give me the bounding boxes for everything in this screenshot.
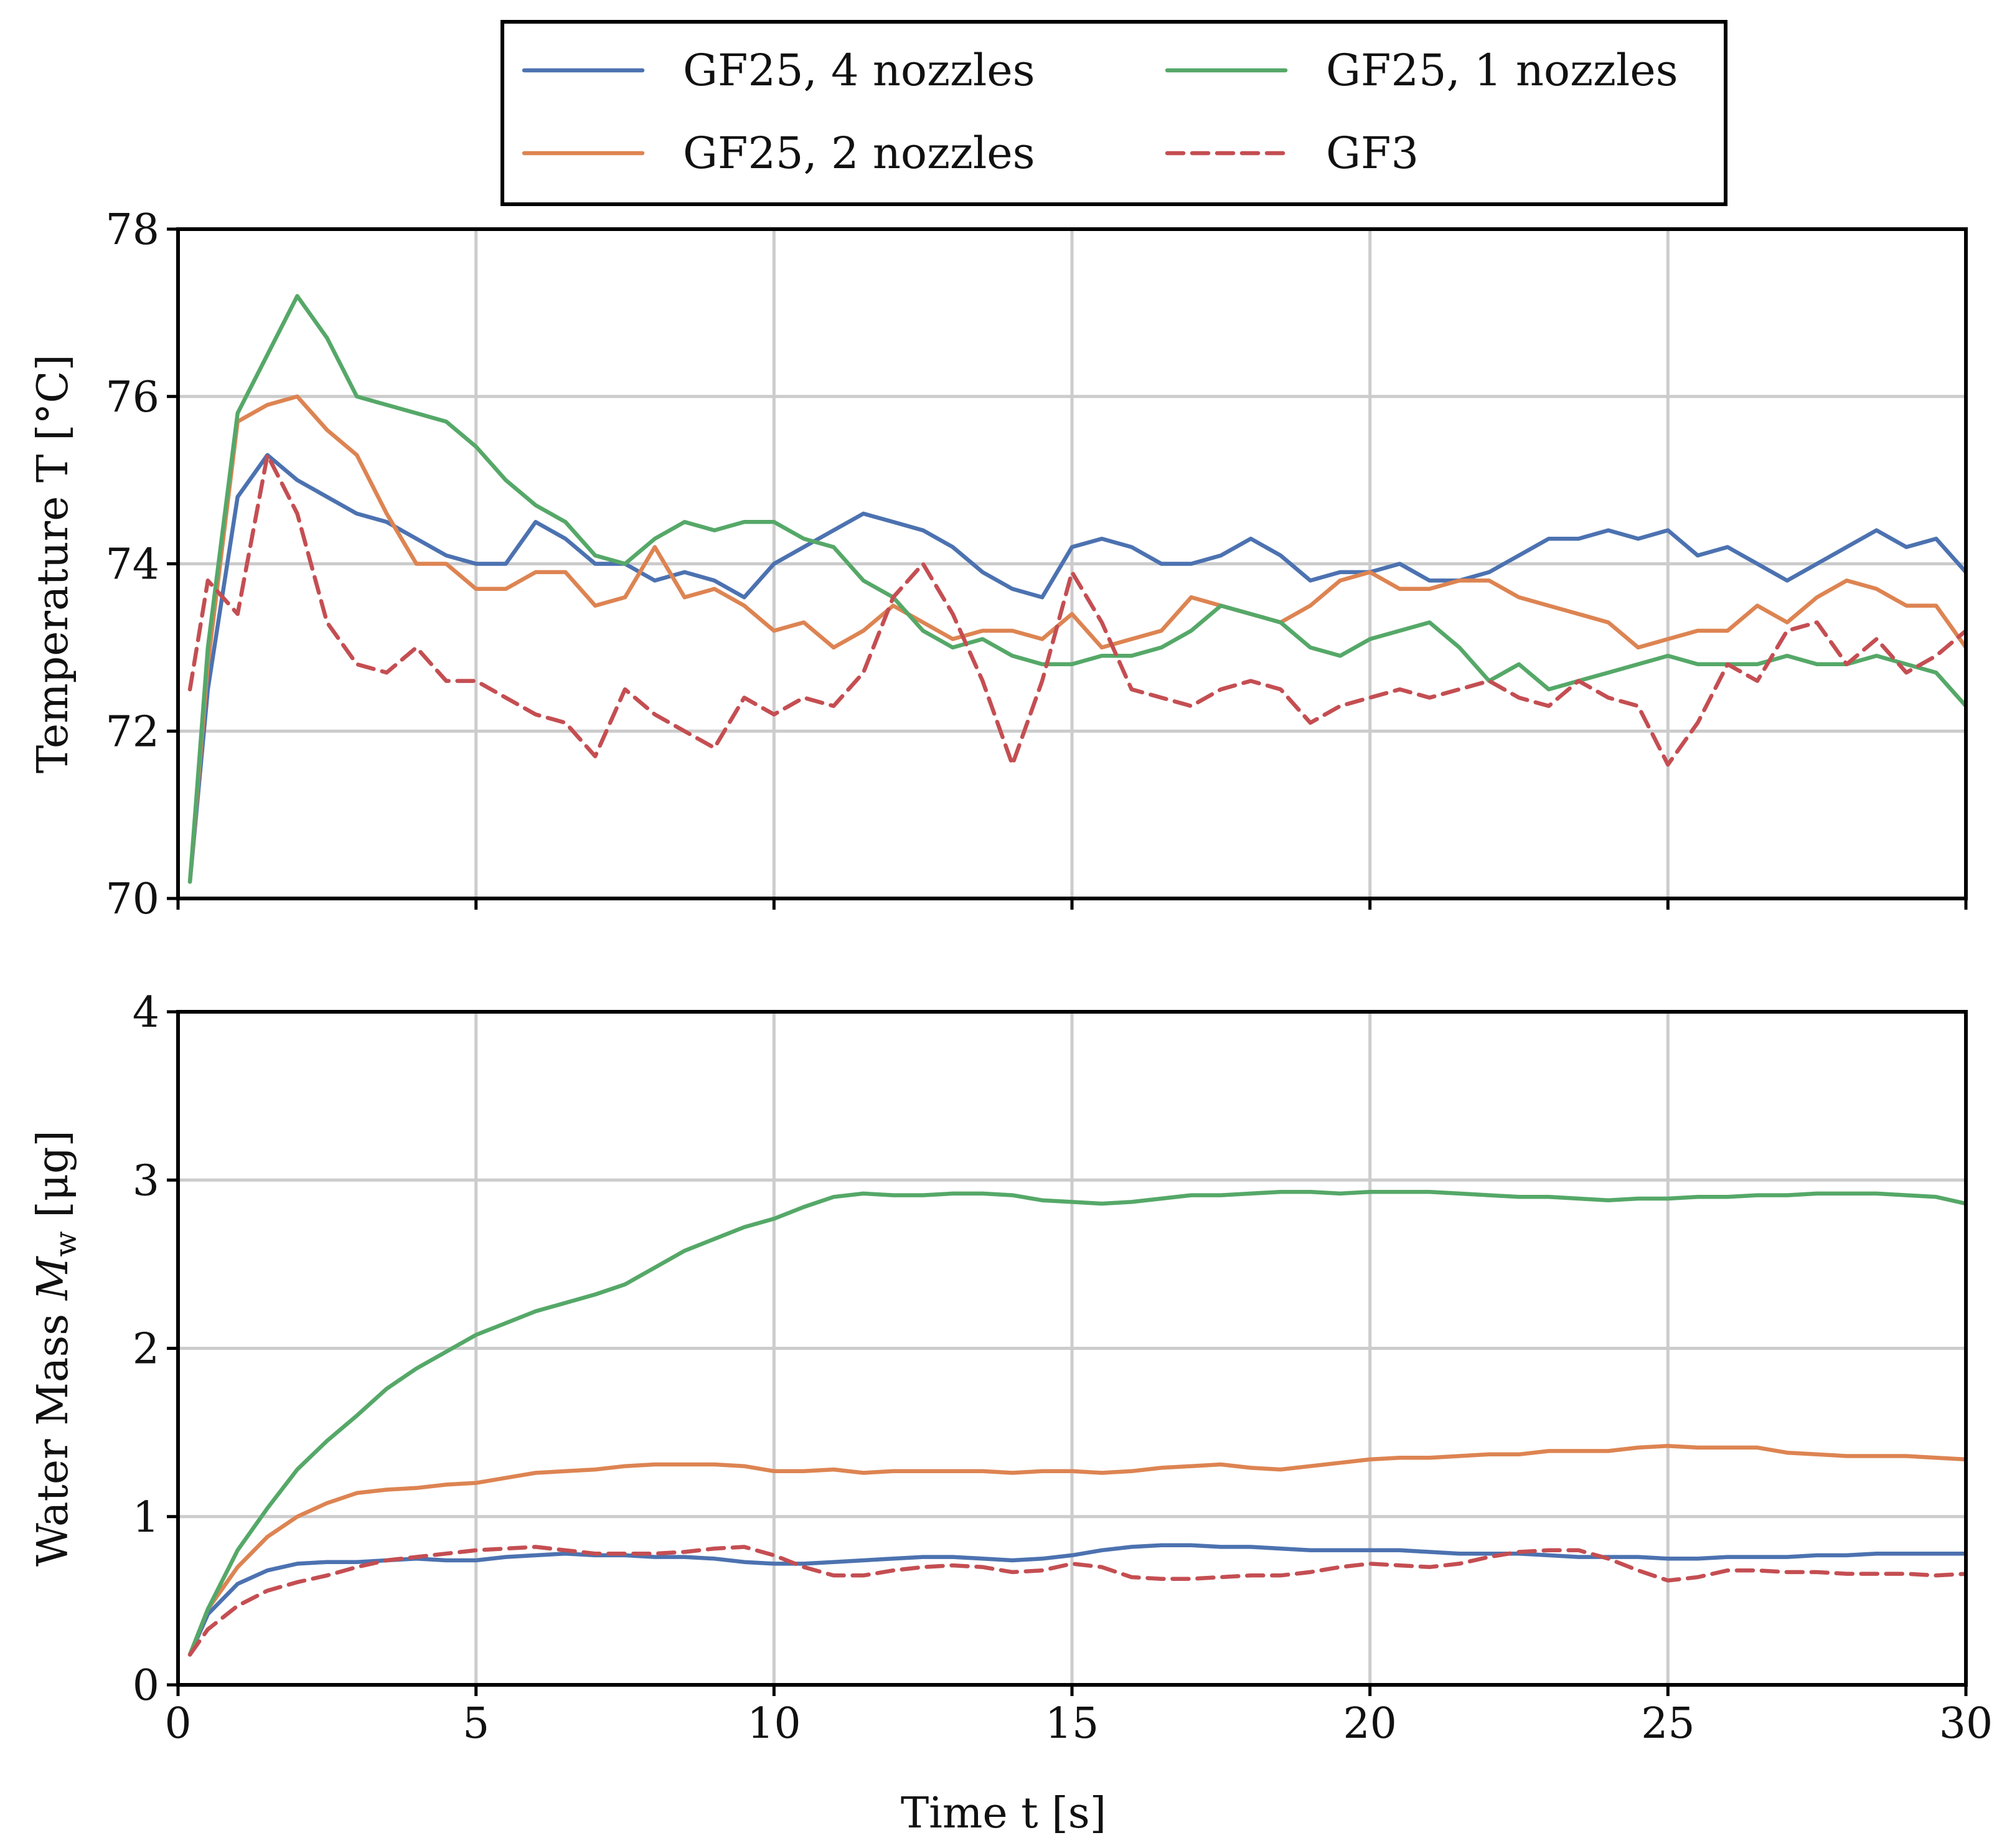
temp-series-group bbox=[187, 294, 1966, 884]
legend-label-gf25-2-nozzles: GF25, 2 nozzles bbox=[683, 128, 1035, 179]
mass-line-gf25-1-nozzles bbox=[187, 1189, 1966, 1657]
temp-line-gf25-1-nozzles bbox=[187, 294, 1966, 884]
mass-ytick-label-1: 1 bbox=[133, 1493, 159, 1542]
temp-y-axis-label: Temperature T [°C] bbox=[29, 354, 78, 773]
mass-series-group bbox=[187, 1189, 1966, 1657]
legend-label-gf25-1-nozzles: GF25, 1 nozzles bbox=[1326, 45, 1678, 96]
mass-line-gf3 bbox=[187, 1545, 1966, 1657]
mass-line-gf25-4-nozzles bbox=[187, 1543, 1966, 1657]
temp-ytick-label-74: 74 bbox=[105, 540, 159, 590]
temp-line-gf25-2-nozzles bbox=[187, 394, 1966, 884]
mass-xtick-label-25: 25 bbox=[1641, 1699, 1695, 1748]
legend-box bbox=[501, 20, 1727, 206]
temp-ytick-label-76: 76 bbox=[105, 373, 159, 422]
temperature-plot: 70 72 74 76 78 Temperature T [°C] bbox=[29, 205, 1968, 924]
temp-line-gf25-4-nozzles bbox=[187, 453, 1966, 884]
mass-ytick-label-2: 2 bbox=[133, 1325, 159, 1374]
mass-ytick-label-0: 0 bbox=[133, 1661, 159, 1710]
x-axis-label: Time t [s] bbox=[901, 1789, 1106, 1838]
mass-y-axis-label: Water Mass Mw [μg] bbox=[29, 1130, 83, 1567]
temp-ytick-label-78: 78 bbox=[105, 205, 159, 255]
temp-ytick-label-72: 72 bbox=[105, 707, 159, 757]
mass-xtick-label-10: 10 bbox=[747, 1699, 801, 1748]
temp-ytick-label-70: 70 bbox=[105, 875, 159, 924]
mass-xtick-label-15: 15 bbox=[1045, 1699, 1099, 1748]
legend-label-gf3: GF3 bbox=[1326, 128, 1419, 179]
water-mass-plot: 0 5 10 15 20 25 30 0 1 2 3 4 Water Mass Mw [μg] bbox=[29, 988, 1993, 1748]
mass-xtick-label-5: 5 bbox=[463, 1699, 489, 1748]
mass-line-gf25-2-nozzles bbox=[187, 1443, 1966, 1657]
mass-xtick-label-30: 30 bbox=[1939, 1699, 1993, 1748]
legend: GF25, 4 nozzles GF25, 1 nozzles GF25, 2 … bbox=[501, 20, 1727, 206]
temp-line-gf3 bbox=[187, 453, 1966, 767]
mass-xtick-label-0: 0 bbox=[164, 1699, 191, 1748]
mass-ytick-label-3: 3 bbox=[133, 1156, 159, 1205]
legend-label-gf25-4-nozzles: GF25, 4 nozzles bbox=[683, 45, 1035, 96]
mass-xtick-label-20: 20 bbox=[1343, 1699, 1397, 1748]
mass-ytick-label-4: 4 bbox=[133, 988, 159, 1037]
